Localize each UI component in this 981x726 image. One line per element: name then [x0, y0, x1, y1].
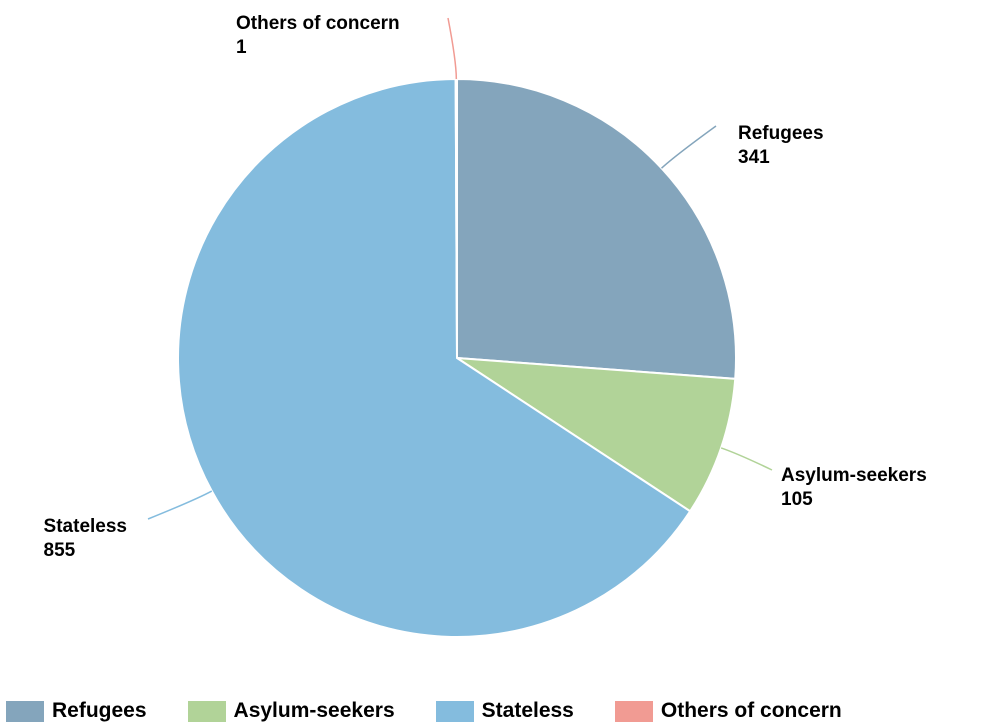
- legend-swatch: [6, 700, 44, 722]
- pie-slice-stateless[interactable]: [177, 77, 692, 638]
- pie-slice-asylum-seekers[interactable]: [453, 356, 737, 513]
- legend-label: Asylum-seekers: [233, 699, 395, 722]
- slice-label-name: Asylum-seekers: [781, 465, 927, 486]
- legend-label: Stateless: [481, 699, 574, 722]
- leader-line: [720, 447, 773, 471]
- slice-label-value: 1: [236, 37, 247, 58]
- slice-label-name: Refugees: [738, 123, 824, 144]
- leader-line: [661, 125, 717, 169]
- legend-item-asylum-seekers[interactable]: Asylum-seekers: [187, 699, 395, 723]
- legend-label: Others of concern: [660, 699, 842, 722]
- slice-label-value: 855: [44, 540, 76, 561]
- legend-swatch: [435, 700, 474, 722]
- leader-lines: [147, 17, 773, 520]
- pie-slice-others-of-concern[interactable]: [454, 77, 458, 359]
- leader-line: [147, 490, 213, 520]
- legend-label: Refugees: [52, 699, 147, 722]
- slice-label-value: 105: [781, 489, 813, 510]
- legend-item-others-of-concern[interactable]: Others of concern: [614, 699, 842, 723]
- leader-line: [447, 17, 458, 80]
- legend-swatch: [614, 700, 653, 722]
- pie-chart: Refugees 341 Asylum-seekers 105 Stateless 855…: [44, 13, 927, 638]
- legend: Refugees Asylum-seekers Stateless Others…: [6, 696, 883, 726]
- slice-label-name: Others of concern: [236, 13, 400, 34]
- slice-label-value: 341: [738, 147, 770, 168]
- pie-slice-refugees[interactable]: [456, 77, 737, 380]
- legend-swatch: [187, 700, 226, 722]
- slice-labels: Refugees 341 Asylum-seekers 105 Stateless 855…: [44, 13, 927, 561]
- pie-slices: [177, 77, 737, 638]
- legend-item-refugees[interactable]: Refugees: [6, 699, 147, 723]
- legend-item-stateless[interactable]: Stateless: [435, 699, 574, 723]
- slice-label-name: Stateless: [44, 516, 127, 537]
